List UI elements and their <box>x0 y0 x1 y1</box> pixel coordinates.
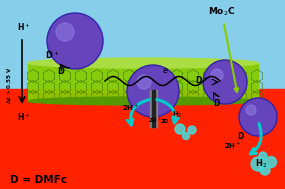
Bar <box>0 89 285 189</box>
Text: 2H$^+$: 2H$^+$ <box>122 103 139 113</box>
Circle shape <box>127 65 179 117</box>
Circle shape <box>47 13 103 69</box>
Text: D: D <box>213 99 219 108</box>
Circle shape <box>239 98 277 136</box>
Text: D: D <box>237 132 243 141</box>
Bar <box>150 90 157 127</box>
Text: 2D$^+$: 2D$^+$ <box>148 116 162 125</box>
Text: H$^+$: H$^+$ <box>17 21 30 33</box>
Ellipse shape <box>28 58 258 68</box>
Text: H$^+$: H$^+$ <box>17 111 30 123</box>
Ellipse shape <box>28 97 258 105</box>
Text: D = DMFc: D = DMFc <box>10 175 67 185</box>
Circle shape <box>56 23 74 41</box>
Bar <box>0 0 285 104</box>
Circle shape <box>246 105 256 115</box>
Circle shape <box>211 69 223 81</box>
Text: 2D: 2D <box>161 119 169 124</box>
Circle shape <box>182 132 190 139</box>
Circle shape <box>266 156 276 167</box>
Text: D: D <box>57 67 64 76</box>
Bar <box>28 63 258 101</box>
Text: H$_2$: H$_2$ <box>255 158 267 170</box>
Text: Mo$_2$C: Mo$_2$C <box>208 6 238 92</box>
Circle shape <box>251 157 265 171</box>
Circle shape <box>137 75 151 89</box>
Circle shape <box>188 126 196 134</box>
Text: D$^+$: D$^+$ <box>45 49 60 61</box>
Text: H$_2$: H$_2$ <box>172 110 183 120</box>
Circle shape <box>259 152 267 160</box>
Circle shape <box>260 165 270 175</box>
Text: D$^+$: D$^+$ <box>195 74 208 86</box>
Text: $\Delta\phi$ > 0.55 V: $\Delta\phi$ > 0.55 V <box>5 67 14 104</box>
Text: 2H$^+$: 2H$^+$ <box>224 141 241 151</box>
Circle shape <box>175 124 185 134</box>
Circle shape <box>203 60 247 104</box>
Text: $e$: $e$ <box>162 66 169 75</box>
Bar <box>152 90 155 127</box>
